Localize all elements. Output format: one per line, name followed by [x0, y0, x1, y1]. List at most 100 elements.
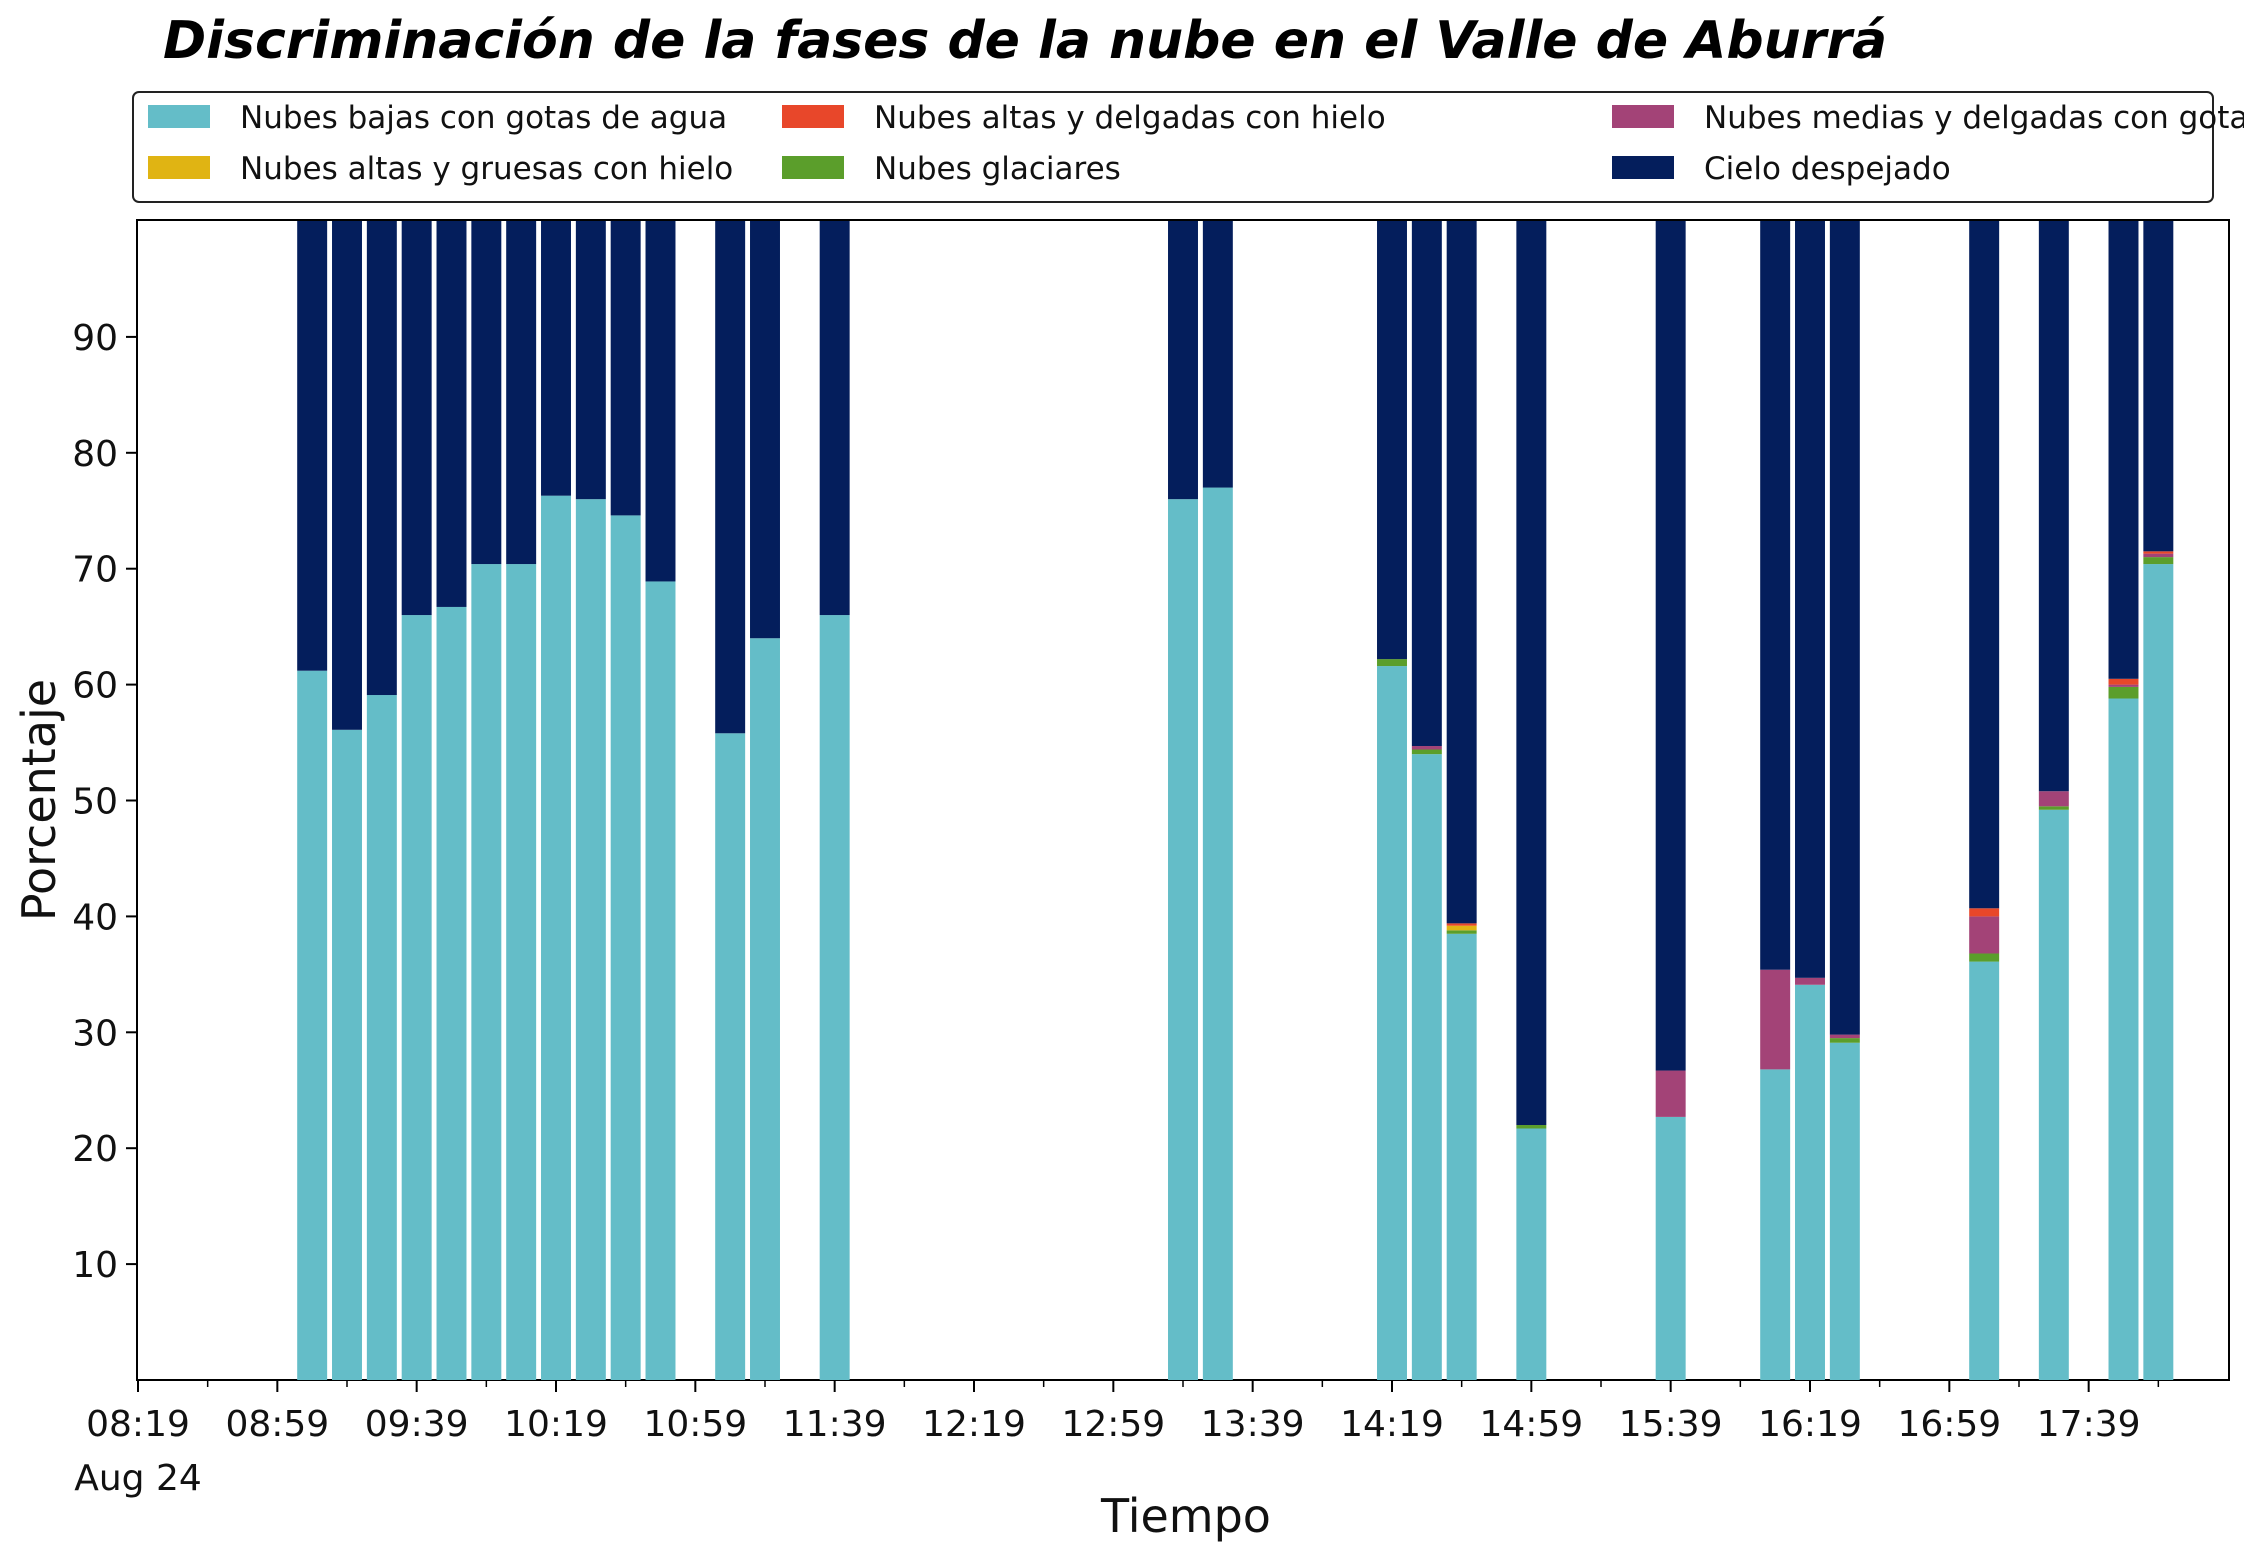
bar-nubes-bajas-con-gotas-de-agua: [401, 615, 432, 1380]
bar-cielo-despejado: [2143, 221, 2174, 552]
bar-nubes-bajas-con-gotas-de-agua: [1829, 1042, 1860, 1380]
bar-nubes-glaciares: [2038, 806, 2069, 810]
x-tick-label: 12:59: [1061, 1404, 1165, 1445]
bar-nubes-bajas-con-gotas-de-agua: [1202, 487, 1233, 1380]
bar-cielo-despejado: [2108, 221, 2139, 679]
x-tick-label: 15:39: [1619, 1404, 1723, 1445]
bar-cielo-despejado: [471, 221, 502, 565]
bar-cielo-despejado: [645, 221, 676, 582]
legend-label-nubes-altas-y-delgadas-con-hielo: Nubes altas y delgadas con hielo: [874, 100, 1386, 136]
x-tick-label: 11:39: [783, 1404, 887, 1445]
bar-nubes-medias-y-delgadas-con-gotas-de-agua: [1795, 977, 1825, 985]
bar-nubes-bajas-con-gotas-de-agua: [645, 581, 676, 1380]
bar-nubes-bajas-con-gotas-de-agua: [1760, 1069, 1791, 1380]
bar-cielo-despejado: [1168, 221, 1198, 500]
bar-cielo-despejado: [401, 221, 432, 616]
bar-nubes-altas-y-delgadas-con-hielo: [2143, 551, 2174, 554]
bar-nubes-glaciares: [1829, 1038, 1860, 1043]
x-tick-label: 10:59: [643, 1404, 747, 1445]
bar-nubes-bajas-con-gotas-de-agua: [1411, 754, 1442, 1380]
bar-nubes-bajas-con-gotas-de-agua: [1655, 1116, 1686, 1380]
y-axis-title: Porcentaje: [12, 679, 66, 921]
x-tick-label: 12:19: [922, 1404, 1026, 1445]
legend-swatch-nubes-altas-y-gruesas-con-hielo: [148, 156, 210, 179]
bar-cielo-despejado: [297, 221, 328, 671]
bar-nubes-altas-y-delgadas-con-hielo: [2108, 678, 2139, 685]
y-tick-label: 90: [72, 318, 118, 359]
bar-nubes-bajas-con-gotas-de-agua: [1516, 1128, 1547, 1380]
y-tick-label: 50: [72, 782, 118, 823]
bar-nubes-bajas-con-gotas-de-agua: [541, 495, 571, 1380]
y-axis: 10 20 30 40 50 60 70 80 90: [72, 318, 138, 1286]
bar-nubes-medias-y-delgadas-con-gotas-de-agua: [1655, 1070, 1686, 1117]
bar-nubes-glaciares: [1411, 749, 1442, 755]
bar-nubes-glaciares: [1969, 953, 2000, 962]
bar-nubes-medias-y-delgadas-con-gotas-de-agua: [1829, 1034, 1860, 1039]
bar-nubes-bajas-con-gotas-de-agua: [1377, 666, 1407, 1380]
bar-nubes-bajas-con-gotas-de-agua: [610, 515, 641, 1380]
bar-cielo-despejado: [575, 221, 606, 500]
x-tick-label: 14:59: [1479, 1404, 1583, 1445]
bar-nubes-medias-y-delgadas-con-gotas-de-agua: [1969, 916, 2000, 954]
bar-cielo-despejado: [506, 221, 537, 565]
bar-nubes-medias-y-delgadas-con-gotas-de-agua: [1411, 746, 1442, 750]
x-axis: 08:19 Aug 24 08:59 09:39 10:19 10:59 11:39 12:1…: [74, 1380, 2160, 1499]
x-axis-title: Tiempo: [1100, 1489, 1271, 1543]
chart-title: Discriminación de la fases de la nube en…: [163, 11, 1887, 71]
bar-nubes-bajas-con-gotas-de-agua: [1795, 984, 1825, 1380]
bar-nubes-medias-y-delgadas-con-gotas-de-agua: [2038, 791, 2069, 807]
legend-swatch-nubes-medias-y-delgadas-con-gotas-de-agua: [1612, 105, 1674, 128]
bar-nubes-altas-y-delgadas-con-hielo: [1446, 923, 1477, 926]
x-tick-label: 16:19: [1758, 1404, 1862, 1445]
bar-nubes-bajas-con-gotas-de-agua: [2108, 698, 2139, 1380]
y-tick-label: 70: [72, 550, 118, 591]
bar-nubes-bajas-con-gotas-de-agua: [2038, 809, 2069, 1380]
bar-cielo-despejado: [332, 221, 362, 730]
bar-nubes-altas-y-delgadas-con-hielo: [1969, 908, 2000, 917]
y-tick-label: 30: [72, 1013, 118, 1054]
bar-nubes-bajas-con-gotas-de-agua: [366, 695, 397, 1380]
bar-nubes-medias-y-delgadas-con-gotas-de-agua: [2143, 553, 2174, 558]
y-tick-label: 60: [72, 666, 118, 707]
x-tick-label: 16:59: [1897, 1404, 2001, 1445]
bar-nubes-bajas-con-gotas-de-agua: [1168, 499, 1198, 1380]
bar-cielo-despejado: [1969, 221, 2000, 909]
bar-cielo-despejado: [1446, 221, 1477, 924]
x-tick-label: 17:39: [2037, 1404, 2141, 1445]
x-tick-label: 08:59: [225, 1404, 329, 1445]
bar-cielo-despejado: [1760, 221, 1791, 970]
legend-label-cielo-despejado: Cielo despejado: [1704, 151, 1951, 187]
x-tick-sublabel: Aug 24: [74, 1458, 202, 1499]
legend-swatch-nubes-altas-y-delgadas-con-hielo: [782, 105, 844, 128]
bar-nubes-medias-y-delgadas-con-gotas-de-agua: [2108, 684, 2139, 687]
y-tick-label: 40: [72, 897, 118, 938]
legend-label-nubes-bajas-con-gotas-de-agua: Nubes bajas con gotas de agua: [240, 100, 727, 136]
bar-nubes-bajas-con-gotas-de-agua: [715, 733, 746, 1380]
bar-cielo-despejado: [1795, 221, 1825, 978]
x-tick-label: 13:39: [1201, 1404, 1305, 1445]
bar-nubes-bajas-con-gotas-de-agua: [332, 729, 362, 1380]
bar-cielo-despejado: [366, 221, 397, 696]
bars-layer: [297, 221, 2174, 1380]
y-tick-label: 20: [72, 1129, 118, 1170]
bar-cielo-despejado: [819, 221, 850, 616]
bar-nubes-glaciares: [2108, 686, 2139, 699]
bar-nubes-bajas-con-gotas-de-agua: [2143, 564, 2174, 1380]
bar-nubes-glaciares: [1446, 930, 1477, 934]
bar-nubes-altas-y-gruesas-con-hielo: [1446, 925, 1477, 931]
legend-swatch-cielo-despejado: [1612, 156, 1674, 179]
legend-swatch-nubes-bajas-con-gotas-de-agua: [148, 105, 210, 128]
bar-nubes-glaciares: [2143, 557, 2174, 565]
bar-nubes-bajas-con-gotas-de-agua: [1446, 933, 1477, 1380]
bar-nubes-bajas-con-gotas-de-agua: [297, 670, 328, 1380]
bar-cielo-despejado: [1377, 221, 1407, 660]
bar-cielo-despejado: [610, 221, 641, 516]
bar-cielo-despejado: [1411, 221, 1442, 747]
bar-nubes-bajas-con-gotas-de-agua: [436, 606, 467, 1380]
y-tick-label: 10: [72, 1245, 118, 1286]
legend-label-nubes-glaciares: Nubes glaciares: [874, 151, 1121, 187]
x-tick-label: 10:19: [504, 1404, 608, 1445]
bar-nubes-bajas-con-gotas-de-agua: [1969, 961, 2000, 1380]
legend-frame: [132, 91, 2214, 203]
bar-nubes-bajas-con-gotas-de-agua: [506, 564, 537, 1380]
